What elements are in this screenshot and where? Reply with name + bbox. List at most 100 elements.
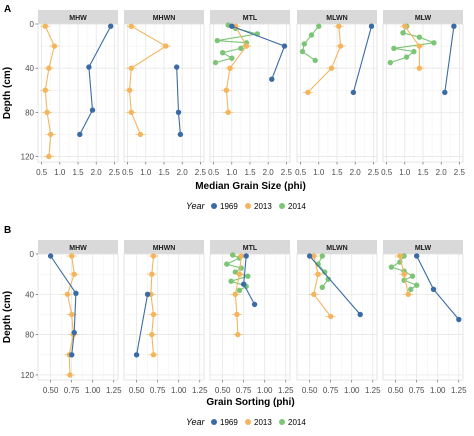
series-line-2013	[313, 255, 332, 317]
y-tick-label: 120	[21, 371, 35, 380]
series-1969	[47, 253, 79, 358]
data-point-2014	[391, 45, 397, 51]
data-point-2013	[69, 311, 75, 318]
legend-key-1969	[211, 419, 217, 425]
data-point-2014	[212, 59, 219, 66]
series-2014	[299, 23, 322, 64]
data-point-2014	[322, 269, 328, 275]
x-tick-label: 0.75	[409, 386, 425, 395]
x-tick-label: 1.00	[430, 386, 446, 395]
legend-key-2014	[279, 419, 285, 425]
legend: Year 1969 2013 2014	[186, 201, 306, 211]
series-1969	[241, 253, 258, 308]
facet-mlwn: MLWN 0.50 0.75 1.00 1.25	[296, 240, 381, 395]
x-tick-label: 1.0	[226, 168, 238, 177]
facet-strip-label: MHW	[69, 15, 87, 22]
x-tick-label: 2.5	[454, 168, 466, 177]
plot-panel	[296, 253, 378, 381]
data-point-2014	[319, 253, 325, 259]
facet-mhwn: MHWN 0.5 1.0 1.5 2.0 2.5	[122, 10, 206, 177]
x-tick-label: 1.0	[399, 168, 411, 177]
series-2014	[315, 253, 331, 290]
data-point-1969	[456, 316, 462, 323]
series-line-1969	[352, 26, 373, 93]
data-point-2014	[400, 30, 406, 36]
data-point-2014	[431, 40, 437, 46]
facet-strip-label: MLWN	[326, 245, 347, 252]
data-point-1969	[430, 286, 437, 292]
data-point-2013	[235, 331, 241, 338]
legend-title: Year	[186, 201, 206, 211]
x-tick-label: 0.50	[215, 386, 231, 395]
data-point-2014	[408, 286, 414, 292]
data-point-1969	[133, 352, 140, 358]
data-point-2013	[48, 131, 54, 138]
data-point-2013	[328, 65, 335, 71]
series-1969	[77, 23, 114, 138]
data-point-1969	[350, 89, 357, 96]
data-point-2013	[149, 271, 155, 277]
data-point-2014	[299, 48, 306, 55]
data-point-1969	[175, 109, 182, 116]
x-tick-label: 1.25	[451, 386, 467, 395]
data-point-2013	[328, 313, 334, 320]
data-point-2013	[163, 43, 169, 49]
x-tick-label: 2.0	[263, 168, 275, 177]
x-tick-label: 1.25	[365, 386, 381, 395]
data-point-1969	[306, 253, 313, 259]
panel-tag-a: A	[4, 4, 11, 15]
x-tick-label: 0.50	[302, 386, 318, 395]
y-tick-label: 80	[25, 108, 34, 117]
x-tick-label: 2.0	[91, 168, 103, 177]
data-point-1969	[77, 131, 83, 138]
y-tick-label: 0	[30, 20, 35, 29]
data-point-1969	[229, 23, 235, 29]
x-tick-label: 1.5	[158, 168, 170, 177]
facet-strip	[297, 10, 377, 24]
data-point-2013	[234, 311, 240, 318]
x-tick-label: 1.5	[72, 168, 84, 177]
x-tick-label: 0.50	[129, 386, 145, 395]
data-point-2013	[223, 87, 230, 93]
data-point-2013	[71, 271, 77, 277]
data-point-1969	[69, 352, 75, 358]
facet-mlw: MLW 0.50 0.75 1.00 1.25	[382, 240, 467, 395]
panel-tag-b: B	[4, 225, 11, 236]
legend-key-2013	[245, 203, 251, 209]
facet-mhwn: MHWN 0.50 0.75 1.00 1.25	[123, 240, 208, 395]
data-point-2013	[44, 109, 50, 116]
facet-strip	[38, 240, 118, 254]
data-point-2014	[214, 37, 220, 44]
data-point-2014	[411, 48, 417, 55]
x-tick-label: 0.5	[122, 168, 134, 177]
legend: Year 1969 2013 2014	[186, 417, 306, 427]
data-point-1969	[86, 64, 92, 70]
data-point-1969	[89, 107, 96, 113]
facet-strip	[210, 240, 290, 254]
data-point-2013	[42, 23, 48, 29]
series-2013	[124, 23, 171, 138]
facet-mlw: MLW 0.5 1.0 1.5 2.0 2.5	[381, 10, 465, 177]
data-point-2013	[128, 23, 134, 29]
data-point-1969	[73, 290, 79, 296]
series-line-2013	[307, 26, 342, 93]
x-tick-label: 0.5	[381, 168, 393, 177]
x-tick-label: 1.00	[344, 386, 360, 395]
x-tick-label: 0.75	[236, 386, 252, 395]
facet-strip-label: MHW	[69, 245, 87, 252]
data-point-2013	[128, 109, 134, 116]
x-tick-label: 1.25	[192, 386, 208, 395]
data-point-2014	[229, 55, 235, 61]
x-tick-label: 2.5	[109, 168, 121, 177]
series-2013	[399, 23, 425, 71]
legend-label-2013: 2013	[254, 202, 272, 211]
data-point-2014	[319, 284, 325, 290]
data-point-1969	[251, 301, 258, 308]
series-1969	[442, 23, 457, 96]
y-tick-label: 40	[25, 64, 34, 73]
x-tick-label: 0.5	[36, 168, 48, 177]
facet-strip	[124, 10, 204, 24]
data-point-1969	[241, 281, 247, 287]
legend-label-2013: 2013	[254, 418, 272, 427]
facet-strip-label: MTL	[243, 15, 258, 22]
